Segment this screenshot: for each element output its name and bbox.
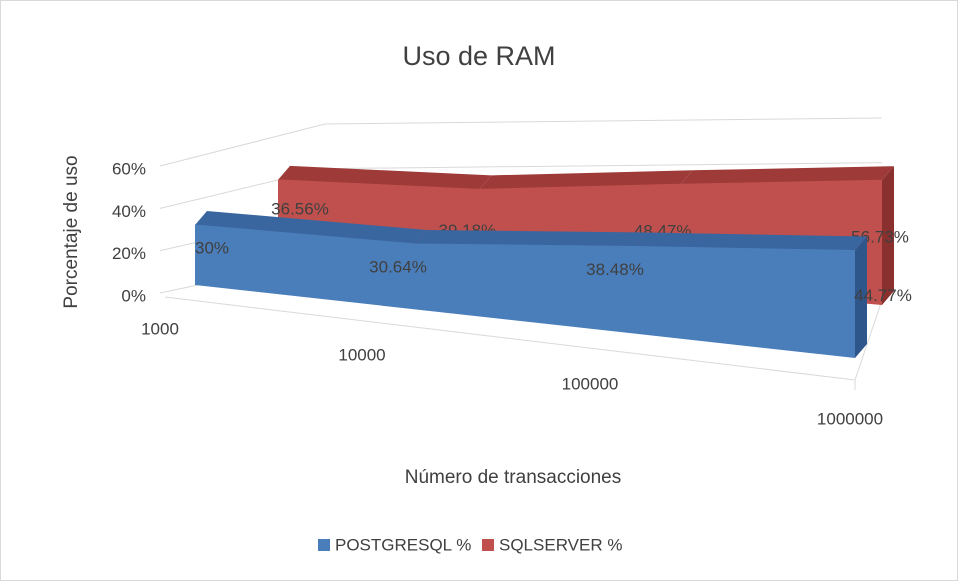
y-tick-label: 20% — [112, 244, 146, 263]
grid-line — [159, 123, 326, 167]
grid-line — [324, 117, 883, 125]
ribbon-end — [855, 236, 867, 358]
grid-line — [324, 162, 883, 170]
chart-title: Uso de RAM — [402, 41, 555, 71]
legend-label: SQLSERVER % — [499, 535, 622, 554]
ribbon-top — [278, 165, 492, 190]
ribbon-top — [680, 166, 894, 185]
ribbon-top — [195, 211, 427, 244]
x-tick-label: 10000 — [338, 345, 385, 364]
x-tick-label: 100000 — [562, 374, 619, 393]
x-axis-line — [854, 299, 883, 381]
ribbon-top — [635, 232, 867, 251]
ribbon-top — [415, 229, 647, 247]
data-label: 44.77% — [854, 286, 912, 305]
x-tick-label: 1000 — [141, 319, 179, 338]
y-tick-label: 0% — [121, 286, 146, 305]
legend-label: POSTGRESQL % — [335, 535, 471, 554]
y-tick-label: 60% — [112, 159, 146, 178]
series-line — [277, 179, 883, 190]
data-label: 30% — [195, 238, 229, 257]
data-label: 30.64% — [369, 257, 427, 276]
x-tick-label: 1000000 — [817, 409, 883, 428]
y-tick-label: 40% — [112, 202, 146, 221]
legend-swatch — [318, 539, 330, 551]
x-axis-title: Número de transacciones — [405, 467, 622, 488]
x-axis-line — [164, 296, 856, 381]
series-line — [194, 224, 856, 252]
y-axis-title: Porcentaje de uso — [61, 155, 82, 308]
ribbon-end — [882, 166, 894, 305]
data-label: 38.48% — [586, 260, 644, 279]
ribbon-front — [195, 225, 855, 358]
legend-swatch — [482, 539, 494, 551]
ribbon-top — [479, 170, 693, 190]
data-label: 36.56% — [271, 199, 329, 218]
